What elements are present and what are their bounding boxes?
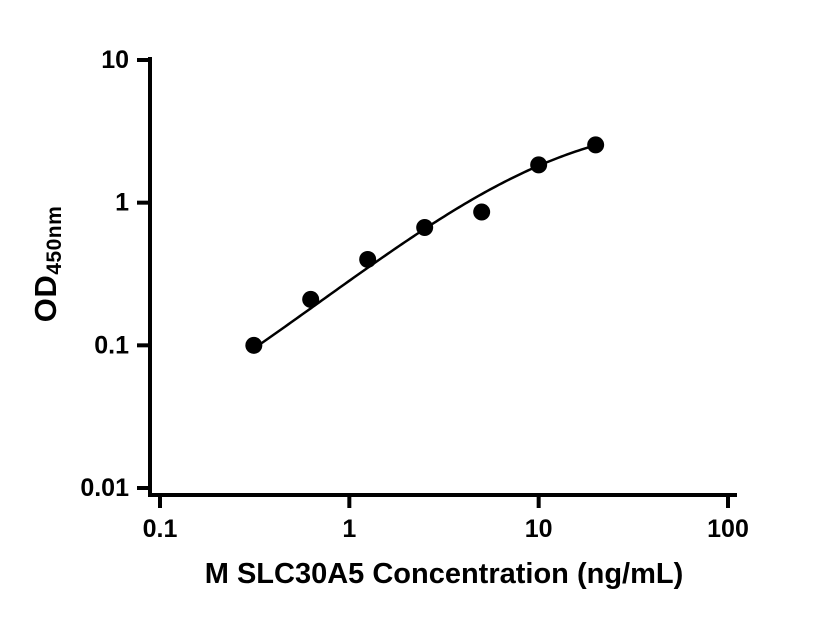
y-tick-label: 10 xyxy=(101,46,129,74)
y-tick-label: 1 xyxy=(115,189,129,217)
fit-curve xyxy=(252,143,597,350)
y-axis-title: OD450nm xyxy=(28,205,66,323)
y-tick-label: 0.01 xyxy=(80,474,129,502)
data-point xyxy=(473,203,491,221)
x-axis-title: M SLC30A5 Concentration (ng/mL) xyxy=(204,558,684,590)
data-point xyxy=(245,336,263,354)
y-axis-title-subscript: 450nm xyxy=(43,205,66,275)
y-axis-title-main: OD xyxy=(28,274,63,323)
data-point xyxy=(587,136,605,154)
data-point xyxy=(359,250,377,268)
x-tick-label: 10 xyxy=(525,515,553,543)
data-point xyxy=(302,290,320,308)
x-tick-label: 100 xyxy=(707,515,749,543)
x-tick-label: 0.1 xyxy=(143,515,178,543)
x-tick-label: 1 xyxy=(342,515,356,543)
data-point xyxy=(530,156,548,174)
y-tick-label: 0.1 xyxy=(94,331,129,359)
data-point xyxy=(416,218,434,236)
